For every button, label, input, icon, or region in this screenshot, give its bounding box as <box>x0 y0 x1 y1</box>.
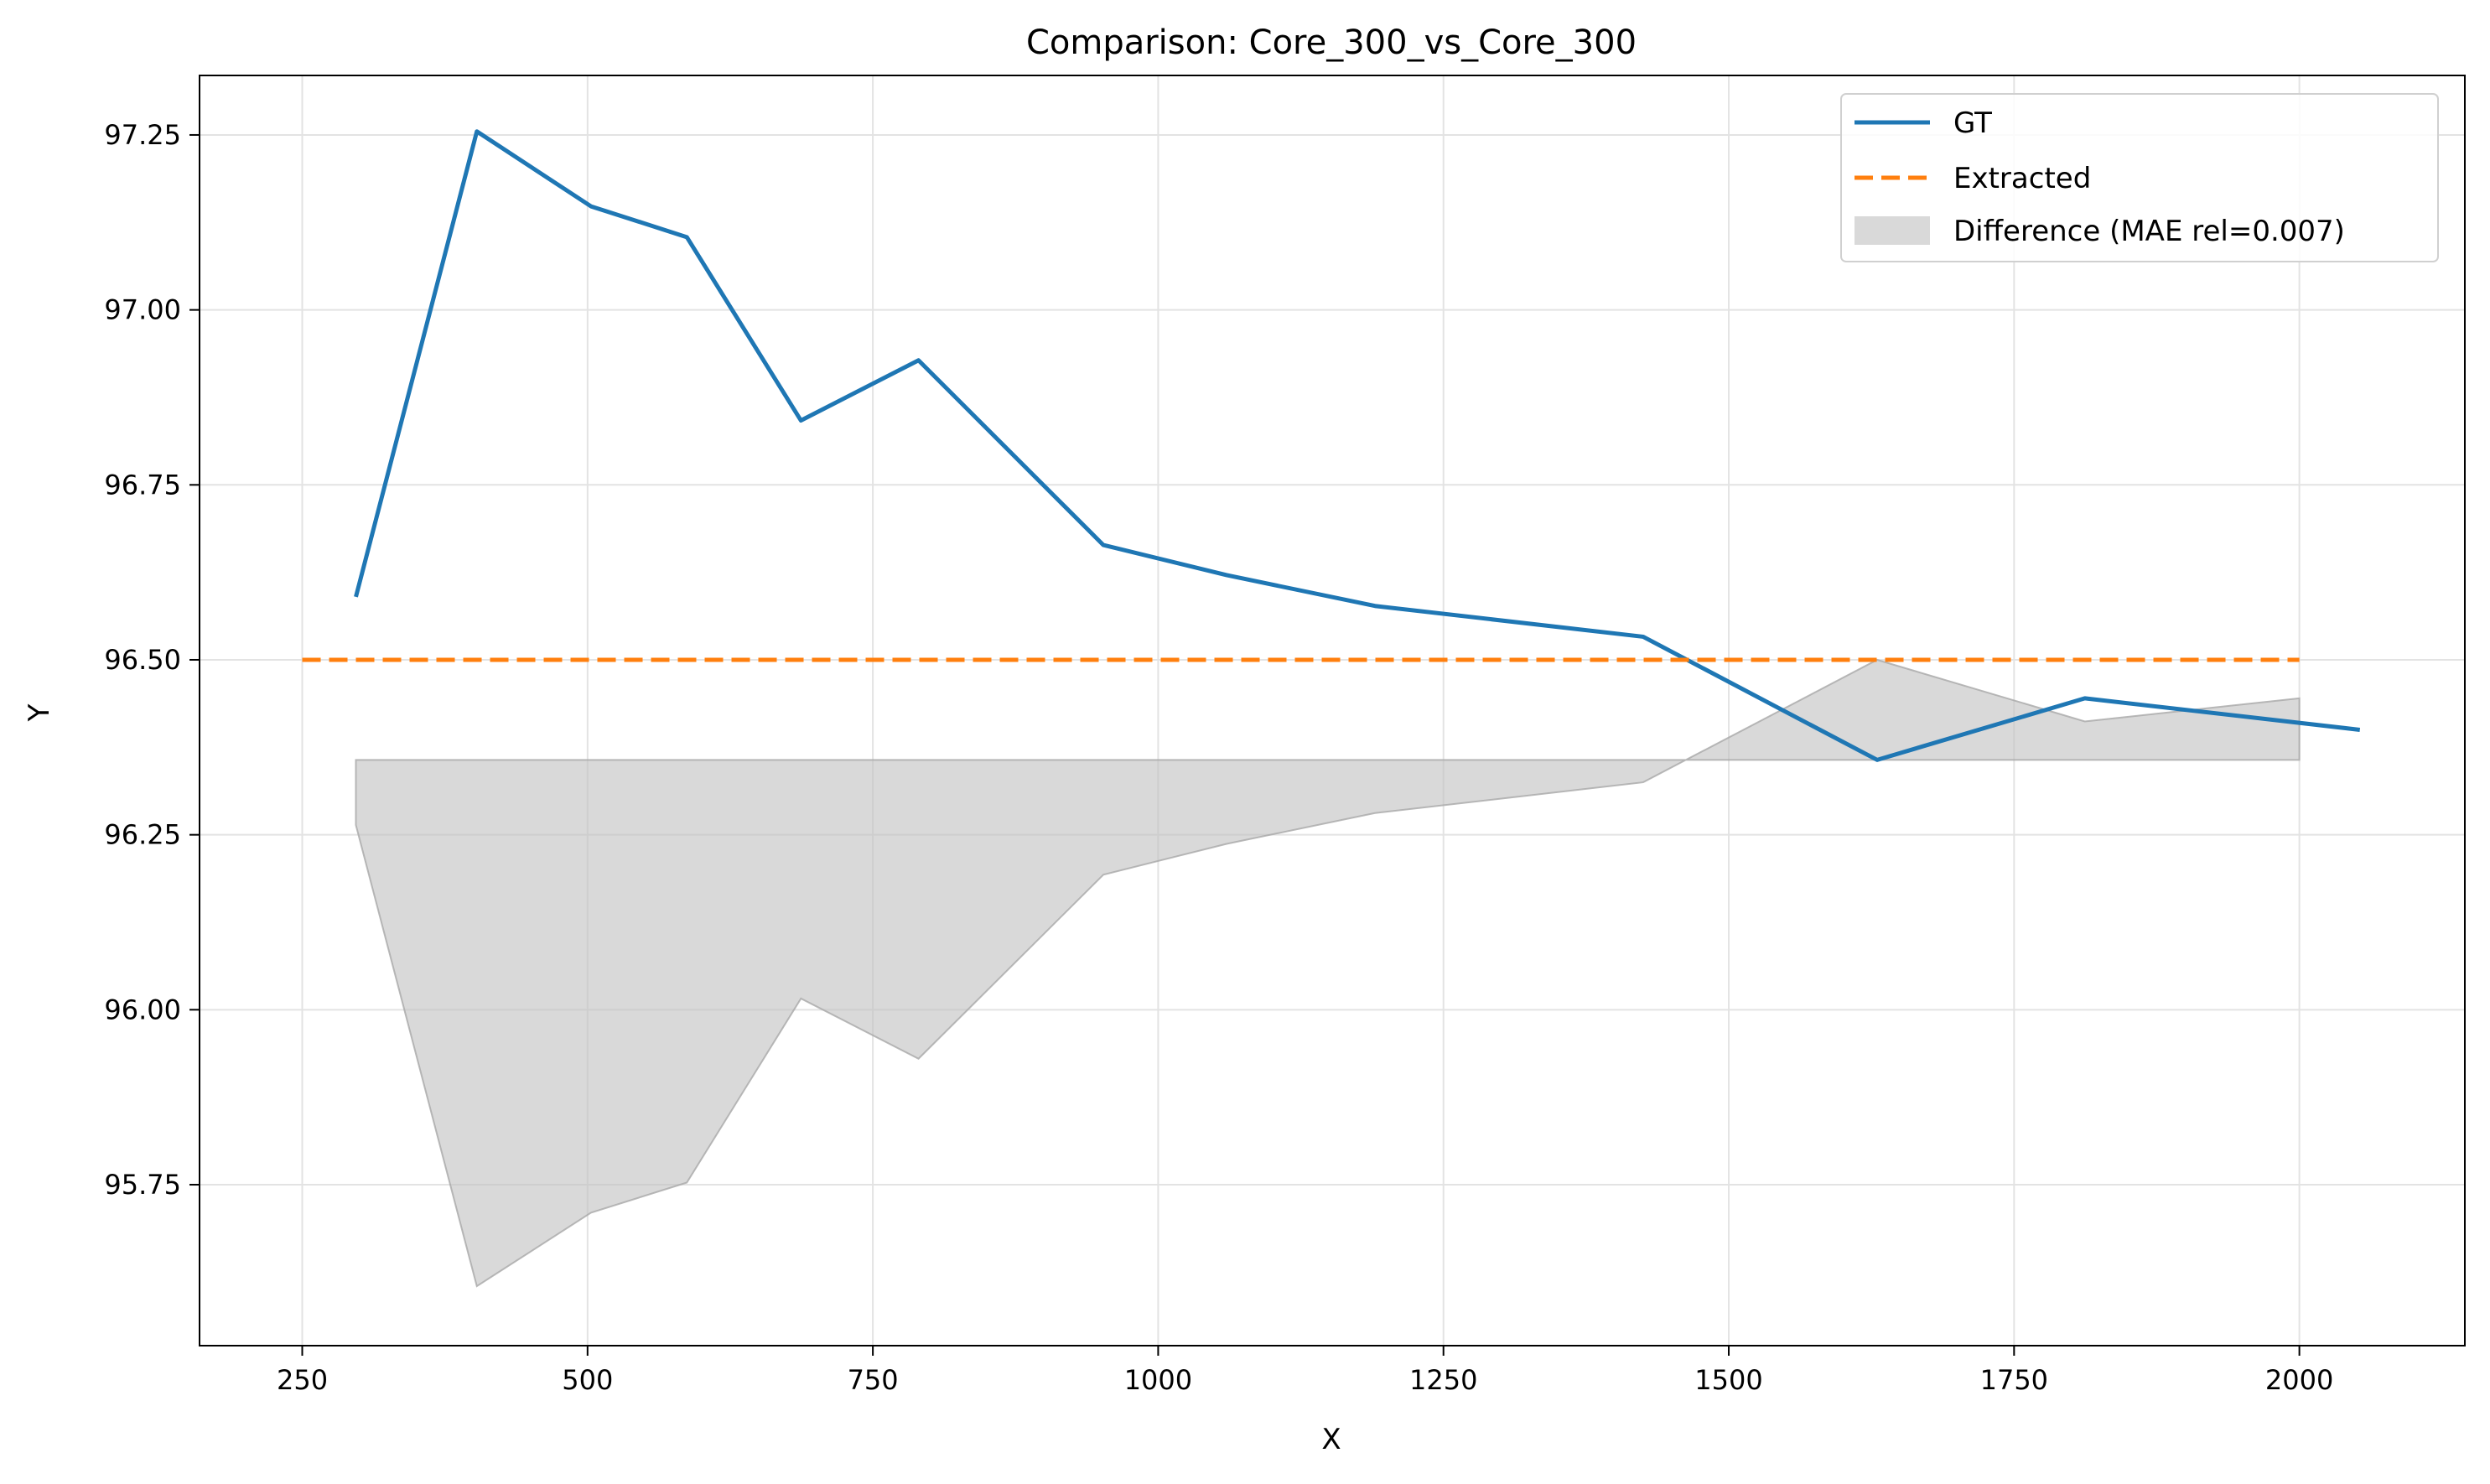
legend-label-extracted: Extracted <box>1953 162 2091 195</box>
x-tick-label: 250 <box>277 1364 328 1396</box>
ticks: 250 500 750 1000 1250 1500 1750 2000 95.75 96.00 9… <box>104 119 2333 1396</box>
legend: GT Extracted Difference (MAE rel=0.007) <box>1840 93 2439 262</box>
x-tick-label: 2000 <box>2265 1364 2333 1396</box>
x-tick-label: 750 <box>848 1364 899 1396</box>
y-tick-label: 97.25 <box>104 119 181 151</box>
plot-frame <box>199 75 2466 1346</box>
legend-swatch-difference <box>1855 216 1930 245</box>
y-tick-label: 96.00 <box>104 994 181 1025</box>
legend-label-gt: GT <box>1953 106 1992 140</box>
y-tick-label: 96.25 <box>104 819 181 851</box>
x-tick-label: 1750 <box>1980 1364 2048 1396</box>
series-line-gt <box>354 129 2361 762</box>
y-tick-label: 95.75 <box>104 1169 181 1201</box>
y-tick-label: 97.00 <box>104 294 181 326</box>
y-axis-label: Y <box>23 703 56 722</box>
x-tick-label: 1000 <box>1124 1364 1192 1396</box>
x-axis-label: X <box>1321 1423 1341 1456</box>
series-layer <box>302 129 2361 762</box>
y-tick-label: 96.50 <box>104 644 181 676</box>
x-tick-label: 1500 <box>1694 1364 1762 1396</box>
chart-title: Comparison: Core_300_vs_Core_300 <box>1026 23 1637 62</box>
legend-label-difference: Difference (MAE rel=0.007) <box>1953 215 2345 248</box>
x-tick-label: 1250 <box>1409 1364 1477 1396</box>
x-tick-label: 500 <box>562 1364 613 1396</box>
legend-box <box>1840 93 2439 262</box>
y-tick-label: 96.75 <box>104 469 181 501</box>
